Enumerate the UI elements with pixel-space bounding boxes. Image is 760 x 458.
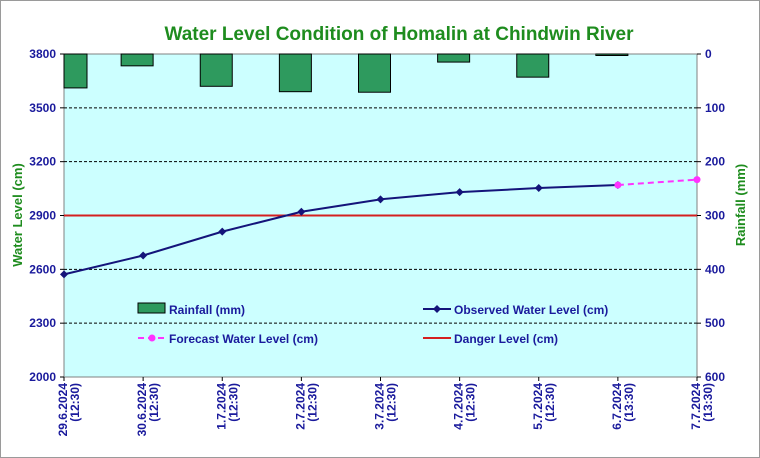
series-point [376,195,385,204]
series-point [614,181,622,189]
left-tick-label: 3200 [29,155,56,169]
x-tick-label: 5.7.2024(12:30) [531,383,557,430]
series-point [693,176,701,184]
left-tick-label: 3500 [29,101,56,115]
right-tick-label: 500 [705,316,725,330]
left-axis-ticks: 2000 2300 2600 2900 3200 3500 3800 [29,47,64,384]
rainfall-bar [437,53,471,63]
legend-label: Observed Water Level (cm) [454,303,608,317]
forecast-water-level-line [614,176,701,189]
right-tick-label: 600 [705,370,725,384]
chart-title: Water Level Condition of Homalin at Chin… [164,24,634,45]
right-tick-label: 200 [705,155,725,169]
left-tick-label: 2300 [29,316,56,330]
left-tick-label: 2600 [29,262,56,276]
left-tick-label: 2000 [29,370,56,384]
right-tick-label: 300 [705,209,725,223]
x-tick-label: 6.7.2024(13:30) [610,383,636,430]
rainfall-bar [120,53,154,67]
rainfall-bar [358,53,391,93]
rainfall-bar [63,53,88,89]
series-point [60,270,68,279]
right-tick-label: 100 [705,101,725,115]
legend: Rainfall (mm) Observed Water Level (cm) Fo… [137,302,608,346]
left-tick-label: 3800 [29,47,56,61]
series-point [139,251,148,260]
x-tick-label: 7.7.2024(13:30) [689,383,715,430]
left-axis-title: Water Level (cm) [10,163,25,267]
series-point [218,227,227,236]
right-axis-ticks: 0 100 200 300 400 500 600 [697,47,725,384]
series-point [455,188,464,197]
x-tick-label: 30.6.2024(12:30) [135,383,161,437]
series-line [617,178,698,186]
left-tick-label: 2900 [29,209,56,223]
legend-marker-forecast [148,334,156,342]
legend-marker-observed [433,305,441,313]
rainfall-bar [199,53,233,87]
rainfall-bar [516,53,550,78]
x-tick-label: 3.7.2024(12:30) [373,383,399,430]
legend-swatch-rainfall [137,302,166,314]
rainfall-bar [278,53,312,93]
series-point [297,207,306,216]
x-tick-label: 4.7.2024(12:30) [452,383,478,430]
x-tick-label: 29.6.2024(12:30) [56,383,82,437]
legend-label: Rainfall (mm) [169,303,245,317]
rainfall-bar [595,53,629,56]
rainfall-bars [63,53,629,93]
right-tick-label: 0 [705,47,712,61]
x-tick-label: 1.7.2024(12:30) [214,383,240,430]
legend-label: Danger Level (cm) [454,332,558,346]
x-tick-label: 2.7.2024(12:30) [293,383,319,430]
right-axis-title: Rainfall (mm) [733,164,748,246]
legend-label: Forecast Water Level (cm) [169,332,318,346]
series-point [534,184,543,193]
right-tick-label: 400 [705,262,725,276]
series-line [63,183,618,276]
x-axis-ticks: 29.6.2024(12:30) 30.6.2024(12:30) 1.7.2024… [56,377,715,436]
observed-water-level-line [60,180,622,279]
